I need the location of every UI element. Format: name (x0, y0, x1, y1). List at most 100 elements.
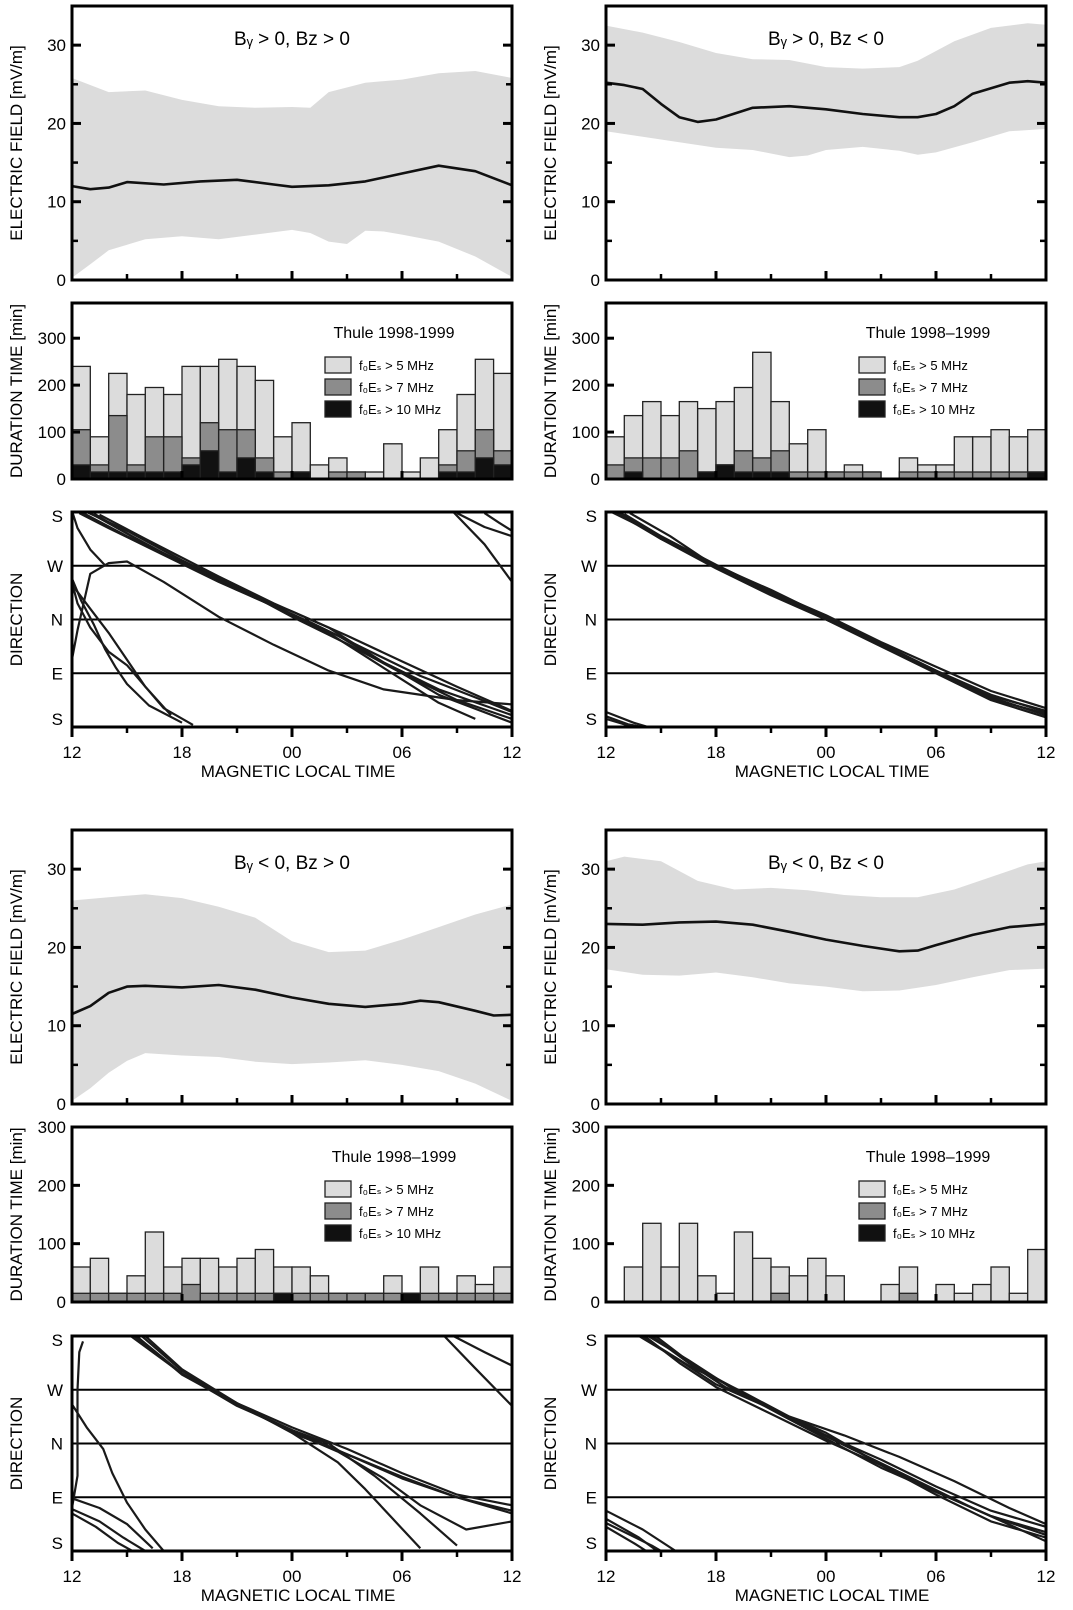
legend-swatch (858, 400, 886, 418)
direction-curve (72, 578, 183, 724)
direction-tick-label: S (586, 710, 597, 729)
direction-tick-label: S (52, 507, 63, 526)
duration-bar (972, 1283, 992, 1303)
duration-bar (697, 407, 717, 480)
direction-curve (140, 1336, 512, 1507)
direction-curve (611, 512, 1046, 714)
direction-curve (72, 583, 194, 726)
direction-curve (72, 512, 106, 566)
legend-label: f₀Eₛ > 5 MHz (359, 1182, 434, 1197)
ef-mean-line (71, 983, 513, 1017)
direction-curves (72, 1336, 512, 1551)
direction-tick-label: S (586, 1534, 597, 1553)
legend-swatch (324, 400, 352, 418)
ef-panel-title: Bᵧ > 0, Bᴢ < 0 (768, 29, 884, 50)
direction-curve (606, 1509, 677, 1551)
duration-bar (181, 1283, 201, 1303)
x-axis-label: MAGNETIC LOCAL TIME (201, 762, 396, 781)
ef-ytick-label: 30 (47, 860, 66, 879)
duration-bar (71, 464, 91, 480)
ef-ytick-label: 10 (47, 1017, 66, 1036)
ef-ytick-label: 10 (581, 193, 600, 212)
duration-bar (715, 464, 735, 480)
direction-curve (606, 1517, 658, 1551)
legend-swatch (324, 378, 352, 396)
panel-group-2: 0 10 20 30 Bᵧ > 0, Bᴢ < 0 ELECTRIC FIELD [mV/… (541, 4, 1055, 781)
direction-curve (642, 1336, 1046, 1526)
duration-ytick-label: 0 (57, 1293, 66, 1312)
ef-ytick-label: 30 (47, 36, 66, 55)
legend-swatch (324, 1224, 352, 1242)
direction-tick-label: E (52, 1488, 63, 1507)
duration-bar (642, 457, 662, 480)
duration-bar (181, 464, 201, 480)
duration-bar (752, 1257, 772, 1303)
direction-tick-label: W (47, 1381, 63, 1400)
legend-swatch (858, 1202, 886, 1220)
ef-mean-line (605, 920, 1047, 953)
direction-curve (78, 512, 476, 720)
panel-group-1: 0 10 20 30 Bᵧ > 0, Bᴢ > 0 ELECTRIC FIELD [mV/… (7, 4, 521, 781)
x-tick-label: 18 (173, 1567, 192, 1586)
duration-ytick-label: 200 (572, 376, 600, 395)
x-tick-label: 18 (707, 743, 726, 762)
x-axis-label: MAGNETIC LOCAL TIME (735, 762, 930, 781)
direction-curve (483, 512, 512, 532)
duration-bar (935, 1283, 955, 1303)
direction-curve (72, 1497, 154, 1550)
direction-curve (72, 1403, 165, 1551)
direction-tick-label: E (586, 664, 597, 683)
duration-axis-label: DURATION TIME [min] (7, 304, 26, 478)
direction-tick-label: N (51, 611, 63, 630)
duration-ytick-label: 300 (572, 1118, 600, 1137)
ef-ytick-label: 30 (581, 860, 600, 879)
x-axis-label: MAGNETIC LOCAL TIME (735, 1586, 930, 1605)
direction-curve (606, 1522, 662, 1551)
direction-curve (72, 560, 512, 706)
duration-bar (199, 450, 220, 480)
direction-curve (629, 512, 1046, 715)
direction-curve (616, 512, 1046, 712)
legend-title: Thule 1998–1999 (866, 325, 991, 342)
ef-mean-line (605, 79, 1047, 124)
x-tick-label: 06 (393, 1567, 412, 1586)
direction-curve (606, 1525, 647, 1551)
duration-bar (291, 422, 311, 480)
direction-tick-label: E (586, 1488, 597, 1507)
legend-swatch (858, 356, 886, 374)
legend-swatch (858, 378, 886, 396)
ef-ytick-label: 10 (47, 193, 66, 212)
duration-bar (880, 1283, 900, 1303)
legend-swatch (324, 1202, 352, 1220)
direction-curve (135, 1336, 512, 1531)
ef-panel-title: Bᵧ < 0, Bᴢ < 0 (768, 853, 884, 874)
legend-label: f₀Eₛ > 10 MHz (359, 402, 441, 417)
ef-axis-label: ELECTRIC FIELD [mV/m] (541, 45, 560, 241)
duration-ytick-label: 200 (572, 1176, 600, 1195)
direction-tick-label: S (52, 1331, 63, 1350)
legend-label: f₀Eₛ > 10 MHz (359, 1226, 441, 1241)
direction-tick-label: N (585, 611, 597, 630)
direction-tick-label: S (586, 507, 597, 526)
ef-panel-title: Bᵧ < 0, Bᴢ > 0 (234, 853, 350, 874)
duration-ytick-label: 100 (38, 1235, 66, 1254)
duration-ytick-label: 0 (57, 470, 66, 489)
legend-label: f₀Eₛ > 7 MHz (359, 1204, 434, 1219)
ef-variability-band (72, 71, 512, 278)
ef-ytick-label: 20 (47, 938, 66, 957)
duration-ytick-label: 300 (38, 329, 66, 348)
direction-curves (72, 512, 512, 726)
ef-variability-band (606, 23, 1046, 158)
ef-ytick-label: 20 (47, 114, 66, 133)
duration-ytick-label: 0 (591, 1293, 600, 1312)
ef-ytick-label: 20 (581, 938, 600, 957)
x-tick-label: 00 (283, 1567, 302, 1586)
duration-axis-label: DURATION TIME [min] (541, 1127, 560, 1301)
direction-curve (72, 1508, 146, 1551)
duration-bar (825, 1275, 845, 1303)
ef-panel-title: Bᵧ > 0, Bᴢ > 0 (234, 29, 350, 50)
duration-axis-label: DURATION TIME [min] (7, 1127, 26, 1301)
duration-ytick-label: 300 (572, 329, 600, 348)
duration-bar (733, 1231, 754, 1303)
